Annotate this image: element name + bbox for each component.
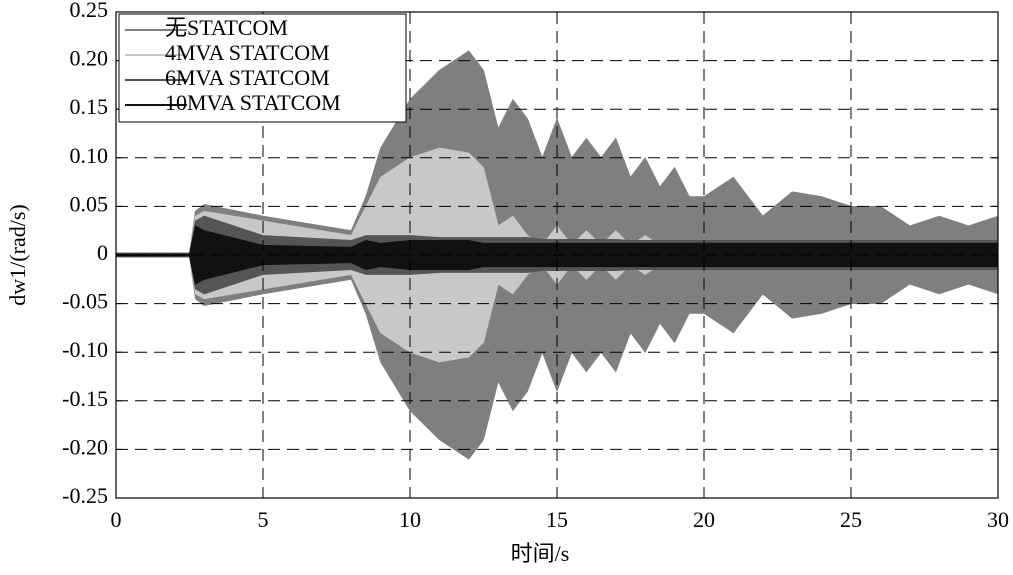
x-tick-label: 0 bbox=[111, 507, 122, 532]
y-tick-label: -0.25 bbox=[62, 483, 108, 508]
x-tick-label: 5 bbox=[258, 507, 269, 532]
y-tick-label: 0.25 bbox=[70, 0, 109, 22]
x-tick-label: 10 bbox=[399, 507, 421, 532]
y-tick-label: 0.05 bbox=[70, 191, 109, 216]
x-tick-label: 15 bbox=[546, 507, 568, 532]
y-axis-label: dw1/(rad/s) bbox=[5, 204, 30, 305]
x-tick-label: 20 bbox=[693, 507, 715, 532]
y-tick-label: -0.15 bbox=[62, 386, 108, 411]
y-tick-label: 0.10 bbox=[70, 143, 109, 168]
legend-label: 6MVA STATCOM bbox=[165, 65, 330, 90]
legend-label: 10MVA STATCOM bbox=[165, 90, 341, 115]
y-tick-label: -0.10 bbox=[62, 337, 108, 362]
x-tick-label: 25 bbox=[840, 507, 862, 532]
plot-frame bbox=[115, 11, 999, 499]
y-tick-label: 0 bbox=[97, 240, 108, 265]
y-tick-label: -0.20 bbox=[62, 434, 108, 459]
x-axis-label: 时间/s bbox=[511, 541, 570, 566]
y-tick-label: -0.05 bbox=[62, 289, 108, 314]
y-tick-label: 0.20 bbox=[70, 46, 109, 71]
legend-label: 4MVA STATCOM bbox=[165, 40, 330, 65]
x-tick-label: 30 bbox=[987, 507, 1009, 532]
legend-label: 无STATCOM bbox=[165, 15, 288, 40]
y-tick-label: 0.15 bbox=[70, 94, 109, 119]
